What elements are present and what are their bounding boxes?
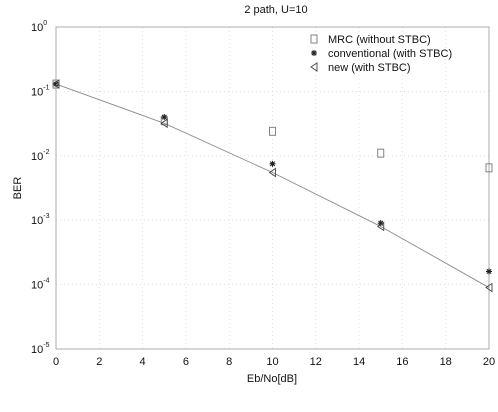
x-tick-label: 18 <box>440 356 452 368</box>
x-axis-label: Eb/No[dB] <box>247 373 297 385</box>
x-tick-label: 14 <box>353 356 365 368</box>
legend-marker-triangle <box>310 62 318 72</box>
data-point-star <box>269 160 276 167</box>
y-axis-label: BER <box>12 177 24 200</box>
x-tick-label: 10 <box>266 356 278 368</box>
data-point-star <box>377 220 384 227</box>
data-point-star <box>486 268 492 275</box>
y-tick-label: 10-1 <box>31 84 50 98</box>
data-point-triangle <box>376 221 385 232</box>
data-point-star <box>53 81 59 88</box>
legend-label: new (with STBC) <box>328 62 411 74</box>
series-group <box>52 79 493 293</box>
series-triangle <box>52 79 493 293</box>
legend-marker-star <box>311 50 317 56</box>
y-tick-label: 100 <box>31 20 47 34</box>
data-point-square <box>377 148 385 158</box>
chart-title: 2 path, U=10 <box>244 4 307 16</box>
x-tick-label: 6 <box>183 356 189 368</box>
x-tick-label: 12 <box>310 356 322 368</box>
legend: MRC (without STBC) conventional (with STB… <box>310 34 452 74</box>
data-point-square <box>485 163 493 173</box>
data-point-triangle <box>160 118 168 129</box>
legend-label: conventional (with STBC) <box>328 48 452 60</box>
y-tick-label: 10-4 <box>31 278 50 292</box>
x-tick-label: 2 <box>96 356 102 368</box>
data-point-triangle <box>485 282 493 293</box>
data-point-triangle <box>52 79 60 89</box>
legend-marker-square <box>310 34 318 44</box>
x-tick-labels: 0 2 4 6 8 10 12 14 16 18 20 <box>53 356 495 368</box>
grid <box>55 26 490 350</box>
y-tick-label: 10-3 <box>31 213 50 227</box>
x-tick-label: 4 <box>140 356 146 368</box>
data-point-triangle <box>268 167 276 178</box>
series-star <box>53 81 492 275</box>
y-tick-labels: 100 10-1 10-2 10-3 10-4 10-5 <box>31 20 50 356</box>
data-point-square <box>269 126 276 136</box>
series-square <box>52 79 493 173</box>
plot-frame <box>55 26 490 350</box>
series-line-triangle <box>55 83 490 288</box>
x-tick-label: 20 <box>483 356 495 368</box>
y-tick-label: 10-2 <box>31 149 50 163</box>
legend-label: MRC (without STBC) <box>328 34 431 46</box>
x-tick-label: 0 <box>53 356 59 368</box>
x-tick-label: 16 <box>396 356 408 368</box>
x-tick-label: 8 <box>226 356 232 368</box>
y-tick-label: 10-5 <box>31 342 50 356</box>
data-point-star <box>161 114 168 121</box>
